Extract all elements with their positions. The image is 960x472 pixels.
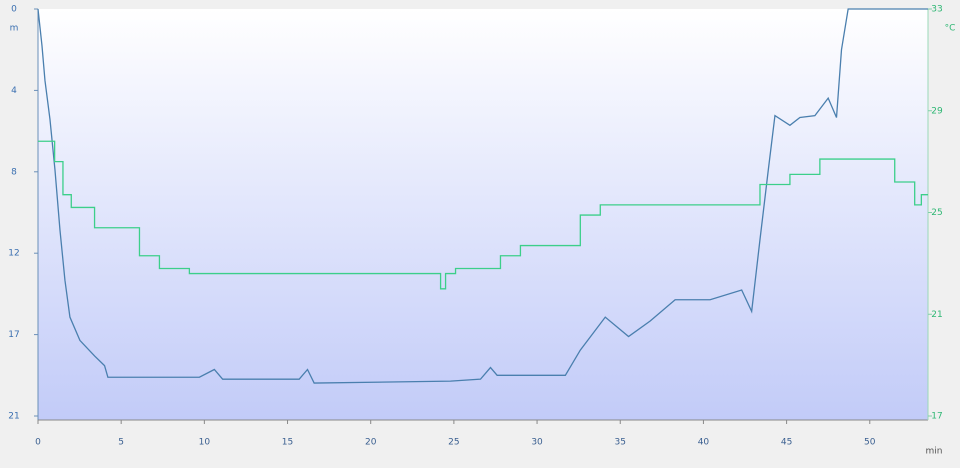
y-tick-label: 12: [8, 249, 19, 259]
y2-tick-label: 21: [931, 310, 942, 320]
x-tick-label: 45: [781, 438, 792, 448]
x-unit: min: [926, 447, 943, 457]
y2-tick-label: 29: [931, 106, 943, 116]
x-tick-label: 10: [199, 438, 211, 448]
x-tick-label: 40: [698, 438, 710, 448]
x-tick-label: 25: [448, 438, 459, 448]
x-tick-label: 35: [615, 438, 626, 448]
y-tick-label: 17: [8, 330, 19, 340]
y2-tick-label: 17: [931, 412, 942, 422]
x-tick-label: 30: [531, 438, 543, 448]
x-tick-label: 50: [864, 438, 876, 448]
x-tick-label: 20: [365, 438, 377, 448]
series-line: [37, 8, 928, 384]
y2-tick-label: 25: [931, 208, 942, 218]
series-line: [38, 140, 928, 290]
y-tick-label: 8: [11, 167, 17, 177]
y-tick-label: 0: [11, 5, 17, 15]
x-tick-label: 0: [35, 438, 41, 448]
y-unit: m: [10, 24, 19, 34]
plot-area: [38, 9, 928, 420]
y-tick-label: 4: [11, 86, 17, 96]
y2-unit: °C: [945, 24, 956, 34]
y2-tick-label: 33: [931, 5, 942, 15]
x-tick-label: 5: [118, 438, 124, 448]
y-tick-label: 21: [8, 412, 19, 422]
x-tick-label: 15: [282, 438, 293, 448]
